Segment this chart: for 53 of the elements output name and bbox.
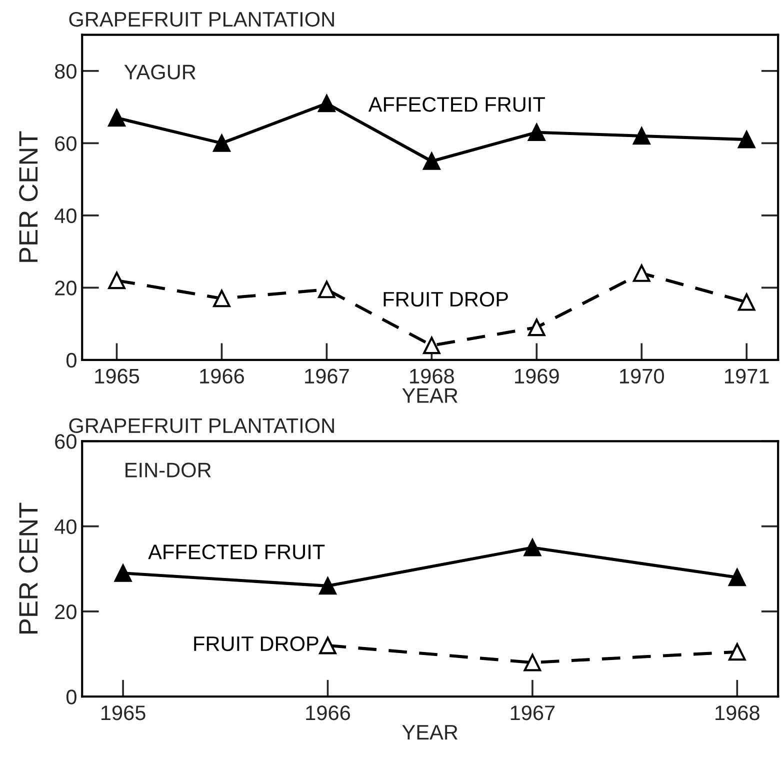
x-tick-label: 1968 xyxy=(716,705,760,720)
point xyxy=(319,577,336,595)
point xyxy=(632,127,650,145)
point xyxy=(422,336,440,354)
point xyxy=(728,643,746,661)
series-label: AFFECTED FRUIT xyxy=(148,544,325,560)
series-label: FRUIT DROP xyxy=(194,636,318,652)
point xyxy=(319,636,336,654)
point xyxy=(108,109,126,127)
point xyxy=(528,318,546,336)
point xyxy=(318,94,336,112)
y-tick-label: 20 xyxy=(55,280,76,296)
y-axis-title: PER CENT xyxy=(19,502,38,634)
y-tick-label: 80 xyxy=(54,64,76,79)
point xyxy=(632,264,650,282)
point xyxy=(728,568,746,586)
chart-title: GRAPEFRUIT PLANTATION xyxy=(69,418,334,434)
point xyxy=(213,290,230,308)
chart-title: GRAPEFRUIT PLANTATION xyxy=(69,12,334,27)
point xyxy=(213,134,230,152)
x-tick-label: 1970 xyxy=(620,368,664,384)
y-tick-label: 40 xyxy=(54,208,76,224)
point xyxy=(524,654,542,672)
point xyxy=(318,280,336,298)
y-tick-label: 0 xyxy=(66,352,76,368)
point xyxy=(524,538,542,556)
annotation: EIN-DOR xyxy=(126,462,211,478)
y-tick-label: 60 xyxy=(55,136,76,151)
x-tick-label: 1968 xyxy=(410,368,454,384)
point xyxy=(108,272,126,290)
point xyxy=(738,293,756,311)
x-tick-label: 1966 xyxy=(200,368,244,384)
y-axis-title: PER CENT xyxy=(19,131,38,262)
point xyxy=(738,130,756,148)
series-label: FRUIT DROP xyxy=(384,292,508,307)
y-tick-label: 0 xyxy=(66,690,76,704)
point xyxy=(422,152,440,170)
x-tick-label: 1967 xyxy=(510,705,555,720)
x-tick-label: 1971 xyxy=(725,368,769,384)
y-tick-label: 60 xyxy=(55,434,76,449)
series-label: AFFECTED FRUIT xyxy=(368,97,545,112)
y-tick-label: 40 xyxy=(54,519,76,534)
x-tick-label: 1966 xyxy=(306,705,350,720)
x-tick-label: 1969 xyxy=(515,368,559,384)
x-tick-label: 1965 xyxy=(101,705,146,720)
annotation: YAGUR xyxy=(124,64,196,80)
x-axis-title: YEAR xyxy=(402,388,458,403)
x-tick-label: 1965 xyxy=(95,368,140,384)
y-tick-label: 20 xyxy=(55,604,76,620)
point xyxy=(114,564,132,582)
x-tick-label: 1967 xyxy=(305,368,349,384)
x-axis-title: YEAR xyxy=(402,725,458,740)
point xyxy=(528,124,546,142)
